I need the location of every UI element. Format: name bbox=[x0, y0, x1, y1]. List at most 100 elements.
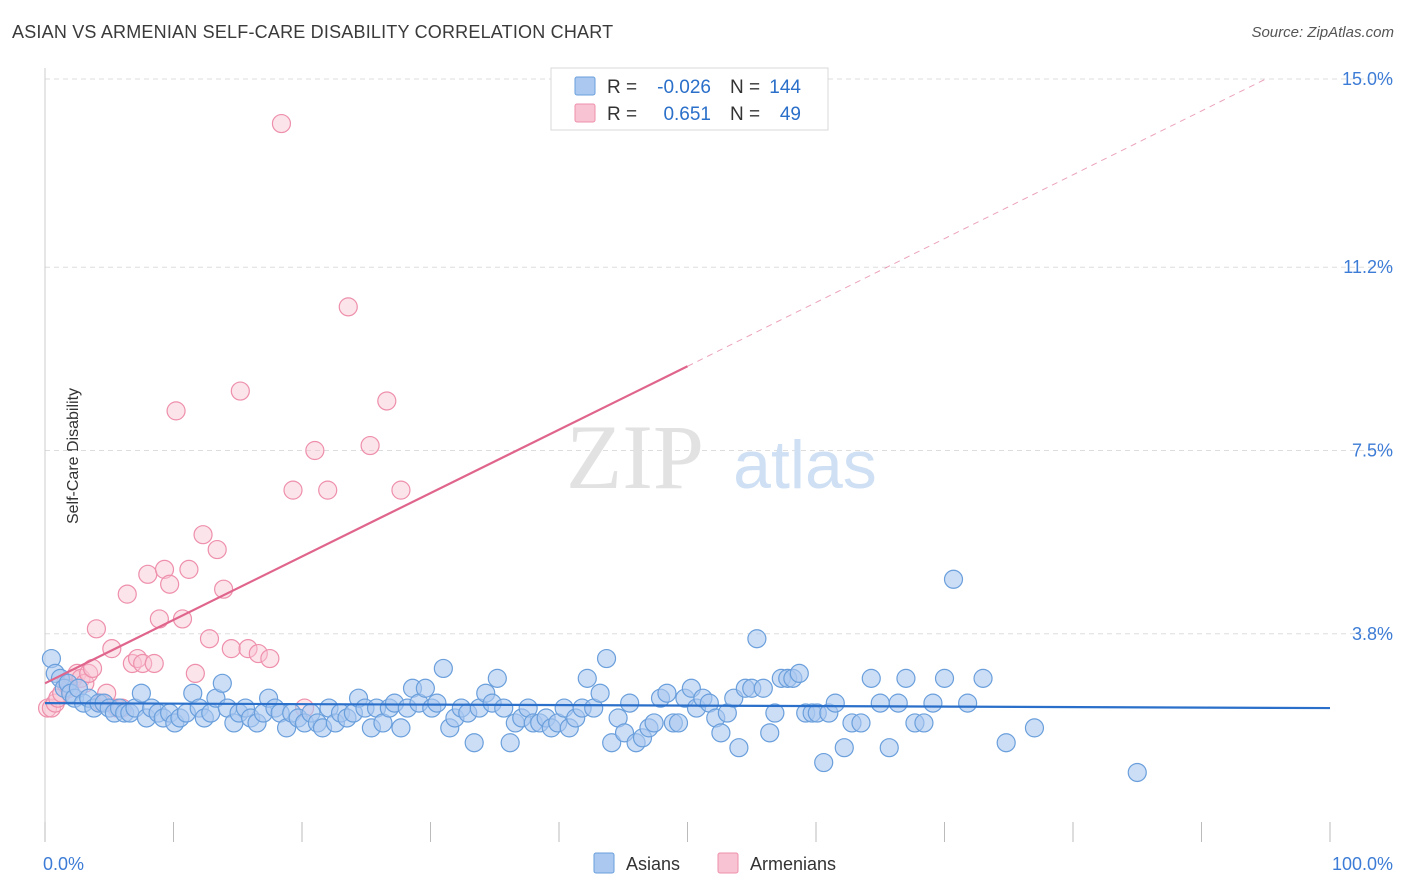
tick-labels: 3.8% 7.5% 11.2% 15.0% 0.0% 100.0% bbox=[43, 69, 1393, 874]
asian-point-101 bbox=[620, 693, 640, 713]
asian-point-96 bbox=[590, 683, 610, 703]
asian-point-129 bbox=[789, 663, 809, 684]
asian-point-147 bbox=[934, 668, 955, 688]
watermark: ZIP atlas bbox=[566, 406, 877, 508]
legend-n-value-armenian: 49 bbox=[780, 104, 801, 125]
armenian-point-16 bbox=[102, 639, 122, 659]
legend-r-value-asian: -0.026 bbox=[657, 77, 711, 98]
armenian-point-40 bbox=[260, 648, 280, 669]
asian-point-150 bbox=[973, 668, 993, 688]
armenian-point-33 bbox=[199, 629, 220, 649]
armenian-point-23 bbox=[138, 564, 158, 584]
asian-point-149 bbox=[958, 693, 978, 713]
source-label: Source: ZipAtlas.com bbox=[1251, 24, 1394, 41]
armenian-points bbox=[37, 113, 411, 718]
legend-n-value-asian: 144 bbox=[769, 77, 801, 98]
asian-point-136 bbox=[834, 738, 854, 758]
armenian-point-49 bbox=[391, 480, 411, 500]
legend-r-value-armenian: 0.651 bbox=[663, 104, 711, 125]
asian-point-122 bbox=[747, 629, 767, 649]
asian-point-140 bbox=[870, 693, 890, 713]
bottom-legend-swatch-asians bbox=[593, 852, 615, 874]
asian-point-97 bbox=[596, 648, 617, 669]
axes bbox=[44, 68, 1331, 842]
armenian-point-34 bbox=[207, 539, 227, 560]
armenian-point-13 bbox=[86, 619, 107, 639]
asian-point-139 bbox=[861, 668, 881, 688]
asian-point-124 bbox=[760, 723, 780, 743]
armenian-point-19 bbox=[117, 584, 137, 604]
armenian-point-41 bbox=[271, 113, 292, 134]
armenian-point-32 bbox=[193, 525, 213, 545]
asian-point-105 bbox=[644, 713, 664, 733]
asian-point-119 bbox=[729, 738, 749, 758]
y-tick-label-3: 15.0% bbox=[1342, 69, 1393, 89]
watermark-zip: ZIP bbox=[566, 406, 704, 508]
asian-point-109 bbox=[668, 713, 689, 733]
asian-point-148 bbox=[943, 569, 964, 589]
x-tick-label-end: 100.0% bbox=[1332, 854, 1393, 874]
asian-point-94 bbox=[577, 668, 597, 688]
asian-point-107 bbox=[657, 683, 677, 703]
legend-n-label-armenian: N = bbox=[730, 104, 760, 125]
y-tick-label-1: 7.5% bbox=[1352, 441, 1393, 461]
asian-point-63 bbox=[391, 718, 411, 738]
asian-point-153 bbox=[1127, 762, 1147, 783]
armenian-point-27 bbox=[160, 574, 180, 594]
asian-trend-line bbox=[44, 702, 1331, 710]
y-tick-label-2: 11.2% bbox=[1343, 257, 1393, 277]
armenian-point-37 bbox=[230, 381, 250, 401]
asian-point-75 bbox=[464, 733, 484, 753]
armenian-point-48 bbox=[377, 391, 397, 411]
asian-point-81 bbox=[500, 733, 520, 753]
asian-point-138 bbox=[851, 713, 871, 733]
asian-point-70 bbox=[433, 658, 453, 679]
bottom-legend-label-asians: Asians bbox=[626, 854, 680, 874]
asian-point-145 bbox=[914, 713, 934, 733]
armenian-point-38 bbox=[238, 639, 258, 659]
y-tick-label-0: 3.8% bbox=[1352, 624, 1393, 644]
armenian-point-42 bbox=[283, 480, 303, 500]
legend-frame bbox=[550, 67, 829, 131]
asian-point-151 bbox=[996, 733, 1016, 753]
bottom-legend-swatch-armenians bbox=[717, 852, 739, 874]
chart-title: ASIAN VS ARMENIAN SELF-CARE DISABILITY C… bbox=[12, 22, 614, 42]
armenian-point-46 bbox=[338, 297, 358, 317]
armenian-point-24 bbox=[144, 653, 164, 674]
asian-point-33 bbox=[212, 673, 232, 693]
asian-point-146 bbox=[923, 693, 943, 713]
asian-point-133 bbox=[814, 752, 834, 773]
armenian-point-22 bbox=[133, 653, 153, 674]
bottom-legend: Asians Armenians bbox=[593, 852, 836, 874]
armenian-point-28 bbox=[166, 401, 186, 421]
legend-r-label-armenian: R = bbox=[607, 104, 637, 125]
armenian-point-30 bbox=[179, 559, 199, 579]
asian-point-80 bbox=[494, 698, 514, 718]
asian-point-152 bbox=[1024, 718, 1045, 738]
legend-r-label-asian: R = bbox=[607, 77, 637, 98]
armenian-point-31 bbox=[185, 663, 205, 684]
armenian-point-36 bbox=[221, 639, 241, 659]
trend-lines bbox=[44, 78, 1331, 710]
bottom-legend-label-armenians: Armenians bbox=[750, 854, 836, 874]
asian-point-143 bbox=[896, 668, 916, 688]
asian-point-125 bbox=[765, 703, 785, 723]
watermark-atlas: atlas bbox=[733, 427, 877, 503]
legend-swatch-armenian bbox=[574, 103, 596, 123]
legend-swatch-asian bbox=[574, 76, 596, 96]
x-tick-label-start: 0.0% bbox=[43, 854, 84, 874]
asian-point-79 bbox=[487, 668, 507, 688]
armenian-trend-line bbox=[44, 365, 688, 685]
legend-box: R = -0.026 N = 144 R = 0.651 N = 49 bbox=[550, 67, 829, 131]
armenian-point-44 bbox=[305, 440, 325, 461]
asian-point-67 bbox=[415, 678, 435, 698]
asian-point-19 bbox=[131, 683, 151, 703]
asian-point-69 bbox=[427, 693, 447, 713]
asian-point-142 bbox=[888, 693, 908, 713]
legend-n-label-asian: N = bbox=[730, 77, 760, 98]
armenian-point-26 bbox=[154, 559, 175, 579]
asian-point-123 bbox=[753, 678, 773, 698]
armenian-point-47 bbox=[360, 435, 380, 456]
armenian-point-25 bbox=[149, 609, 169, 629]
